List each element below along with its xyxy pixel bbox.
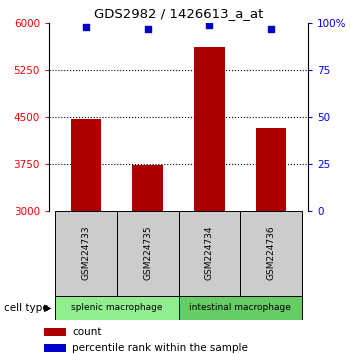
Text: cell type: cell type — [4, 303, 48, 313]
Point — [145, 26, 150, 32]
Bar — [240, 211, 302, 296]
Text: GSM224735: GSM224735 — [143, 226, 152, 280]
Bar — [71, 119, 102, 211]
Bar — [132, 165, 163, 211]
Bar — [44, 328, 66, 336]
Text: count: count — [72, 327, 102, 337]
Text: ▶: ▶ — [44, 303, 51, 313]
Bar — [194, 47, 225, 211]
Point — [206, 22, 212, 28]
Point — [268, 26, 274, 32]
Bar — [256, 128, 286, 211]
Bar — [44, 344, 66, 352]
Text: GSM224734: GSM224734 — [205, 226, 214, 280]
Text: percentile rank within the sample: percentile rank within the sample — [72, 343, 248, 353]
Text: GSM224733: GSM224733 — [82, 226, 91, 280]
Bar — [55, 296, 178, 320]
Bar — [178, 211, 240, 296]
Title: GDS2982 / 1426613_a_at: GDS2982 / 1426613_a_at — [94, 7, 263, 21]
Text: GSM224736: GSM224736 — [266, 226, 275, 280]
Bar — [178, 296, 302, 320]
Text: splenic macrophage: splenic macrophage — [71, 303, 163, 313]
Bar — [117, 211, 178, 296]
Bar — [55, 211, 117, 296]
Text: intestinal macrophage: intestinal macrophage — [189, 303, 291, 313]
Point — [83, 24, 89, 30]
